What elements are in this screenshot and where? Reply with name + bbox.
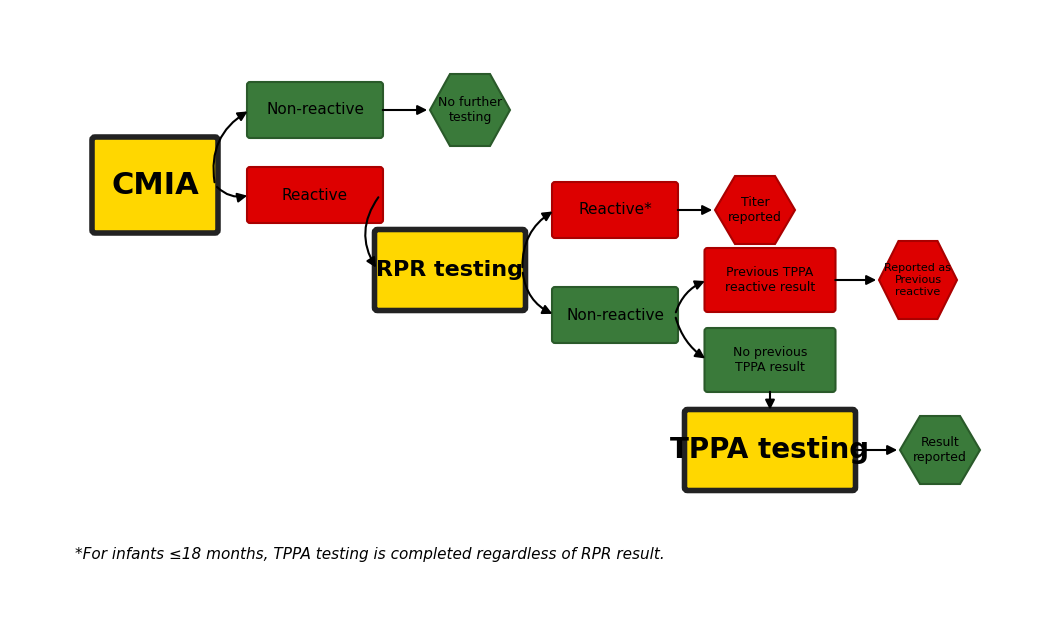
Text: *For infants ≤18 months, TPPA testing is completed regardless of RPR result.: *For infants ≤18 months, TPPA testing is… (75, 548, 664, 562)
FancyBboxPatch shape (552, 287, 678, 343)
Text: CMIA: CMIA (111, 171, 199, 200)
FancyBboxPatch shape (247, 82, 383, 138)
Text: No further
testing: No further testing (438, 96, 502, 124)
Text: Result
reported: Result reported (913, 436, 967, 464)
FancyBboxPatch shape (552, 182, 678, 238)
Polygon shape (879, 241, 957, 319)
Polygon shape (430, 74, 510, 146)
Polygon shape (715, 176, 795, 244)
Text: Reactive*: Reactive* (578, 203, 652, 218)
FancyBboxPatch shape (705, 248, 836, 312)
FancyBboxPatch shape (92, 137, 218, 233)
Text: Titer
reported: Titer reported (728, 196, 782, 224)
Text: RPR testing: RPR testing (377, 260, 523, 280)
Text: Reactive: Reactive (282, 187, 348, 203)
FancyBboxPatch shape (705, 328, 836, 392)
FancyBboxPatch shape (375, 229, 525, 310)
Text: Non-reactive: Non-reactive (266, 103, 364, 117)
FancyBboxPatch shape (684, 410, 855, 491)
Text: TPPA testing: TPPA testing (671, 436, 870, 464)
Text: Reported as
Previous
reactive: Reported as Previous reactive (884, 263, 952, 297)
FancyBboxPatch shape (247, 167, 383, 223)
Text: No previous
TPPA result: No previous TPPA result (733, 346, 808, 374)
Polygon shape (900, 416, 980, 484)
Text: Non-reactive: Non-reactive (566, 308, 664, 323)
Text: Previous TPPA
reactive result: Previous TPPA reactive result (725, 266, 815, 294)
